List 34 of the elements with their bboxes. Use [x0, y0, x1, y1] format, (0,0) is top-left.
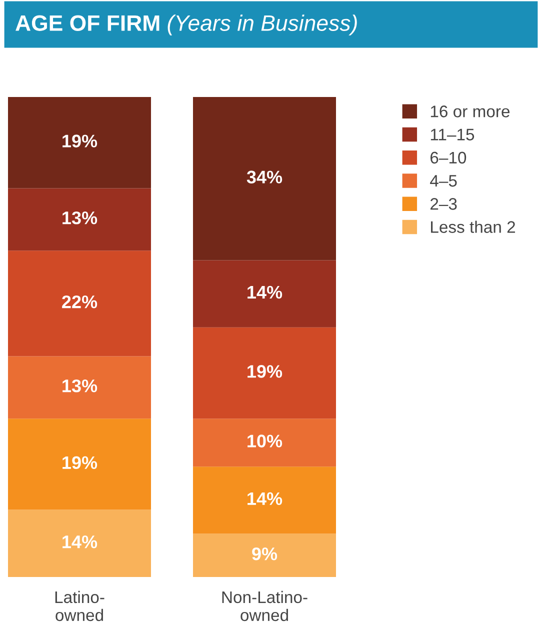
bar: [192, 97, 336, 260]
bar: [192, 534, 336, 577]
data-label: 19%: [248, 365, 282, 378]
data-label: 14%: [248, 492, 282, 506]
data-label: 10%: [248, 434, 282, 448]
legend-label: Less than 2: [431, 220, 516, 233]
data-label: 9%: [252, 547, 278, 560]
data-label: 14%: [248, 286, 282, 299]
bar: [8, 97, 152, 188]
legend-label: 16 or more: [430, 106, 510, 118]
bar: [8, 356, 152, 419]
bar: [192, 327, 336, 419]
x-tick-label: Latino-owned: [55, 590, 104, 622]
x-tick-label: Non-Latino-owned: [222, 590, 308, 622]
legend-label: 6–10: [430, 152, 466, 164]
bar: [192, 418, 336, 467]
bar: [8, 250, 152, 356]
bar: [192, 466, 336, 534]
bar: [192, 260, 336, 328]
bar: [8, 510, 152, 577]
data-label: 34%: [246, 170, 282, 184]
bar: [8, 418, 152, 510]
data-label: 22%: [62, 295, 98, 308]
data-label: 19%: [62, 134, 98, 148]
data-label: 14%: [62, 536, 98, 548]
data-label: 19%: [62, 456, 98, 470]
chart-title: AGE OF FIRM: [16, 15, 160, 31]
legend-label: 11–15: [430, 128, 474, 140]
data-label: 13%: [62, 379, 98, 392]
data-label: 13%: [62, 211, 98, 224]
bar: [8, 188, 152, 251]
legend-label: 4–5: [430, 175, 457, 187]
chart-subtitle: (Years in Business): [168, 14, 357, 36]
legend-label: 2–3: [430, 198, 457, 210]
